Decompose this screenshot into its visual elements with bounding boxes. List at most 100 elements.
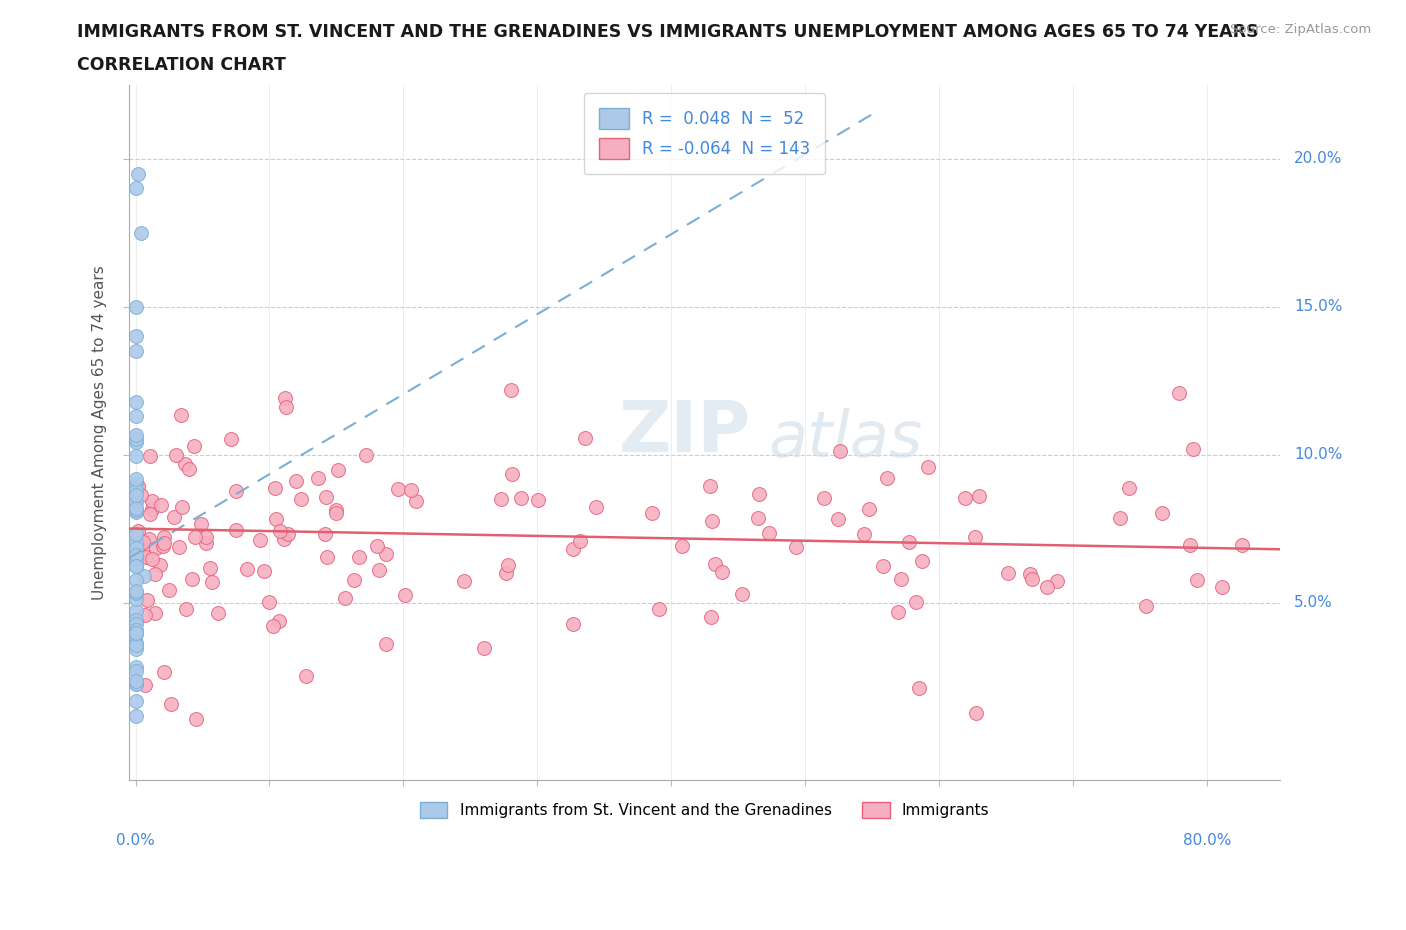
- Point: [124, 540, 146, 555]
- Point: [758, 525, 780, 540]
- Point: [1211, 579, 1233, 594]
- Point: [969, 489, 991, 504]
- Point: [131, 488, 153, 503]
- Point: [496, 557, 519, 572]
- Point: [257, 595, 280, 610]
- Point: [124, 409, 146, 424]
- Point: [225, 523, 247, 538]
- Point: [124, 395, 146, 410]
- Point: [134, 568, 156, 583]
- Legend: Immigrants from St. Vincent and the Grenadines, Immigrants: Immigrants from St. Vincent and the Gren…: [413, 796, 995, 825]
- Point: [127, 478, 149, 493]
- Point: [141, 494, 163, 509]
- Point: [273, 532, 295, 547]
- Point: [325, 502, 347, 517]
- Point: [201, 575, 224, 590]
- Point: [184, 529, 207, 544]
- Point: [124, 663, 146, 678]
- Point: [160, 697, 183, 711]
- Text: 15.0%: 15.0%: [1294, 299, 1343, 314]
- Point: [170, 499, 193, 514]
- Point: [184, 711, 207, 726]
- Point: [453, 573, 475, 588]
- Point: [124, 551, 146, 566]
- Point: [813, 490, 835, 505]
- Point: [149, 558, 172, 573]
- Point: [908, 680, 931, 695]
- Point: [387, 482, 409, 497]
- Point: [132, 535, 155, 550]
- Point: [141, 501, 163, 516]
- Point: [124, 448, 146, 463]
- Point: [1036, 579, 1059, 594]
- Point: [1178, 538, 1201, 552]
- Point: [1021, 571, 1043, 586]
- Point: [249, 533, 271, 548]
- Point: [124, 617, 146, 631]
- Point: [890, 572, 912, 587]
- Point: [124, 505, 146, 520]
- Point: [219, 432, 242, 447]
- Point: [917, 459, 939, 474]
- Y-axis label: Unemployment Among Ages 65 to 74 years: Unemployment Among Ages 65 to 74 years: [93, 265, 107, 600]
- Point: [153, 536, 176, 551]
- Point: [347, 549, 370, 564]
- Point: [1019, 566, 1042, 581]
- Point: [127, 524, 149, 538]
- Point: [135, 592, 157, 607]
- Point: [152, 538, 174, 553]
- Point: [145, 540, 167, 555]
- Point: [165, 447, 187, 462]
- Point: [399, 483, 422, 498]
- Point: [700, 514, 723, 529]
- Point: [134, 677, 156, 692]
- Point: [953, 491, 976, 506]
- Point: [124, 432, 146, 446]
- Point: [124, 500, 146, 515]
- Point: [124, 548, 146, 563]
- Point: [731, 587, 754, 602]
- Point: [965, 530, 987, 545]
- Point: [124, 622, 146, 637]
- Text: CORRELATION CHART: CORRELATION CHART: [77, 56, 287, 73]
- Point: [1185, 573, 1208, 588]
- Point: [124, 550, 146, 565]
- Point: [474, 641, 496, 656]
- Point: [124, 641, 146, 656]
- Point: [562, 617, 585, 631]
- Point: [124, 552, 146, 567]
- Point: [905, 595, 928, 610]
- Point: [704, 557, 727, 572]
- Point: [872, 559, 894, 574]
- Text: 20.0%: 20.0%: [1294, 152, 1343, 166]
- Point: [1230, 538, 1253, 552]
- Point: [641, 506, 664, 521]
- Point: [225, 484, 247, 498]
- Point: [269, 524, 291, 538]
- Point: [285, 473, 308, 488]
- Point: [124, 536, 146, 551]
- Point: [374, 637, 396, 652]
- Point: [264, 481, 287, 496]
- Point: [585, 499, 607, 514]
- Point: [368, 563, 391, 578]
- Text: IMMIGRANTS FROM ST. VINCENT AND THE GRENADINES VS IMMIGRANTS UNEMPLOYMENT AMONG : IMMIGRANTS FROM ST. VINCENT AND THE GREN…: [77, 23, 1258, 41]
- Point: [143, 566, 166, 581]
- Point: [495, 565, 517, 580]
- Point: [858, 501, 880, 516]
- Point: [127, 541, 149, 556]
- Text: 10.0%: 10.0%: [1294, 447, 1343, 462]
- Point: [561, 542, 583, 557]
- Point: [501, 467, 523, 482]
- Point: [699, 479, 721, 494]
- Point: [131, 541, 153, 556]
- Point: [124, 583, 146, 598]
- Point: [135, 550, 157, 565]
- Point: [173, 457, 195, 472]
- Point: [274, 400, 297, 415]
- Point: [1182, 442, 1205, 457]
- Point: [124, 626, 146, 641]
- Point: [124, 635, 146, 650]
- Point: [124, 475, 146, 490]
- Point: [138, 507, 160, 522]
